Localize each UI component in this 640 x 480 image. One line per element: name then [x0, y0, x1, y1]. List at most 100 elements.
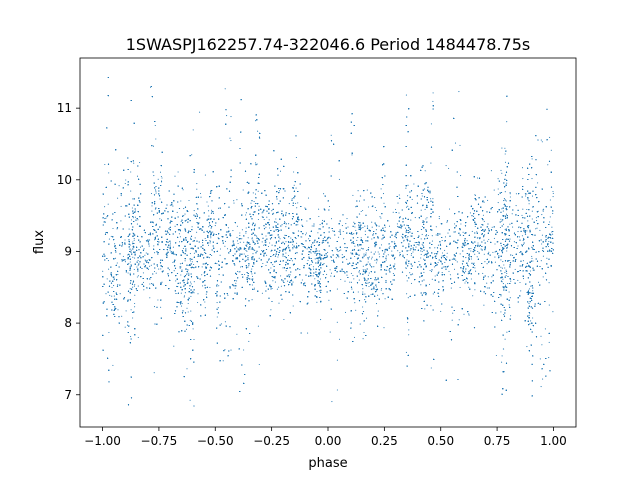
data-point [362, 291, 364, 293]
data-point [209, 286, 211, 289]
data-point [437, 262, 439, 264]
data-point [408, 329, 410, 331]
data-point [531, 195, 534, 197]
data-point [314, 252, 316, 254]
data-point [501, 355, 503, 357]
data-point [519, 251, 521, 254]
data-point [406, 224, 408, 226]
data-point [251, 273, 253, 275]
data-point [541, 214, 543, 216]
data-point [278, 302, 280, 304]
data-point [207, 205, 209, 207]
data-point [494, 256, 496, 258]
data-point [410, 282, 413, 284]
data-point [133, 285, 135, 287]
data-point [338, 250, 340, 252]
data-point [323, 241, 325, 243]
data-point [432, 293, 434, 295]
data-point [426, 254, 428, 256]
data-point [227, 294, 229, 296]
data-point [245, 212, 247, 214]
data-point [518, 236, 521, 238]
data-point [255, 120, 257, 122]
data-point [313, 268, 315, 270]
data-point [504, 204, 506, 206]
data-point [420, 209, 422, 211]
data-point [380, 266, 382, 268]
data-point [336, 389, 338, 391]
data-point [303, 284, 305, 286]
data-point [439, 243, 441, 245]
data-point [482, 272, 484, 274]
data-point [183, 296, 185, 298]
data-point [130, 309, 132, 311]
data-point [453, 257, 455, 259]
data-point [552, 212, 554, 214]
data-point [537, 281, 540, 283]
data-point [206, 201, 208, 203]
data-point [124, 239, 126, 241]
data-point [360, 247, 362, 249]
data-point [129, 266, 131, 268]
data-point [307, 259, 309, 261]
data-point [179, 263, 181, 265]
data-point [540, 386, 542, 388]
data-point [154, 239, 156, 241]
data-point [132, 281, 134, 284]
data-point [121, 244, 124, 246]
data-point [481, 223, 483, 226]
data-point [365, 252, 367, 254]
data-point [330, 275, 332, 277]
data-point [528, 264, 530, 266]
data-point [216, 316, 218, 318]
data-point [277, 256, 279, 258]
data-point [148, 245, 150, 247]
data-point [270, 250, 272, 252]
data-point [132, 241, 134, 243]
data-point [371, 238, 373, 240]
data-point [364, 299, 366, 301]
data-point [265, 226, 267, 228]
data-point [185, 230, 187, 233]
data-point [407, 297, 409, 299]
data-point [196, 188, 198, 190]
data-point [154, 124, 156, 127]
data-point [330, 218, 333, 220]
data-point [376, 260, 378, 262]
data-point [318, 290, 320, 292]
data-point [305, 232, 307, 234]
data-point [474, 225, 476, 228]
data-point [471, 240, 473, 243]
data-point [528, 314, 530, 316]
data-point [111, 286, 113, 289]
data-point [368, 272, 370, 274]
data-point [179, 230, 181, 232]
data-point [185, 219, 187, 221]
data-point [405, 351, 407, 353]
data-point [281, 224, 283, 226]
data-point [430, 262, 432, 264]
data-point [367, 274, 369, 276]
data-point [407, 321, 409, 323]
data-point [318, 284, 320, 286]
data-point [202, 242, 204, 244]
data-point [243, 349, 245, 351]
data-point [526, 346, 528, 348]
data-point [292, 281, 294, 283]
data-point [552, 311, 554, 313]
data-point [483, 201, 485, 203]
data-point [447, 265, 449, 267]
data-point [486, 263, 488, 265]
data-point [511, 213, 513, 215]
data-point [472, 215, 475, 217]
data-point [181, 269, 183, 271]
data-point [488, 238, 490, 241]
data-point [247, 254, 249, 257]
data-point [161, 281, 163, 283]
data-point [535, 251, 537, 253]
data-point [500, 295, 502, 297]
data-point [470, 258, 472, 260]
data-point [366, 280, 368, 282]
data-point [359, 249, 361, 251]
data-point [235, 282, 237, 284]
